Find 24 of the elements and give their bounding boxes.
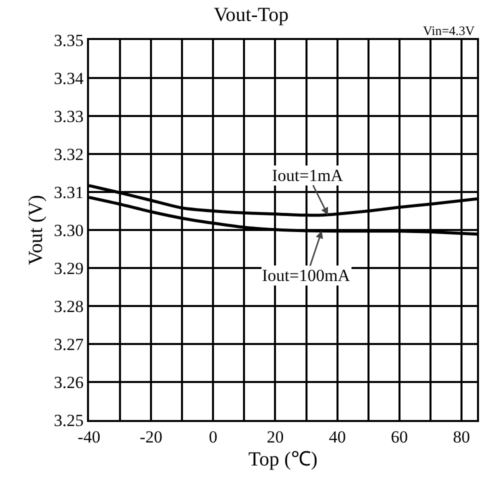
x-tick-label: 20 — [266, 427, 284, 446]
x-tick-label: 60 — [390, 427, 408, 446]
y-tick-label: 3.29 — [54, 258, 84, 278]
annotation: Iout=1mA — [272, 166, 344, 185]
y-tick-label: 3.26 — [54, 372, 84, 392]
y-tick-label: 3.28 — [54, 296, 84, 316]
y-tick-label: 3.32 — [54, 144, 84, 164]
x-tick-label: -40 — [78, 427, 100, 446]
y-tick-label: 3.30 — [54, 220, 84, 240]
x-tick-label: 80 — [452, 427, 470, 446]
y-tick-label: 3.33 — [54, 106, 84, 126]
y-axis-title: Vout (V) — [24, 194, 47, 266]
y-tick-label: 3.34 — [54, 68, 84, 88]
x-tick-label: 0 — [208, 427, 218, 446]
chart-title: Vout-Top — [214, 4, 289, 26]
x-axis-title: Top (℃) — [248, 448, 318, 470]
x-tick-label: -20 — [140, 427, 162, 446]
y-tick-label: 3.35 — [54, 30, 84, 50]
y-tick-label: 3.31 — [54, 182, 84, 202]
y-tick-label: 3.27 — [54, 334, 84, 354]
y-tick-label: 3.25 — [54, 410, 84, 430]
annotation: Iout=100mA — [262, 266, 351, 285]
x-tick-label: 40 — [328, 427, 346, 446]
text: Vin=4.3V — [423, 23, 476, 38]
